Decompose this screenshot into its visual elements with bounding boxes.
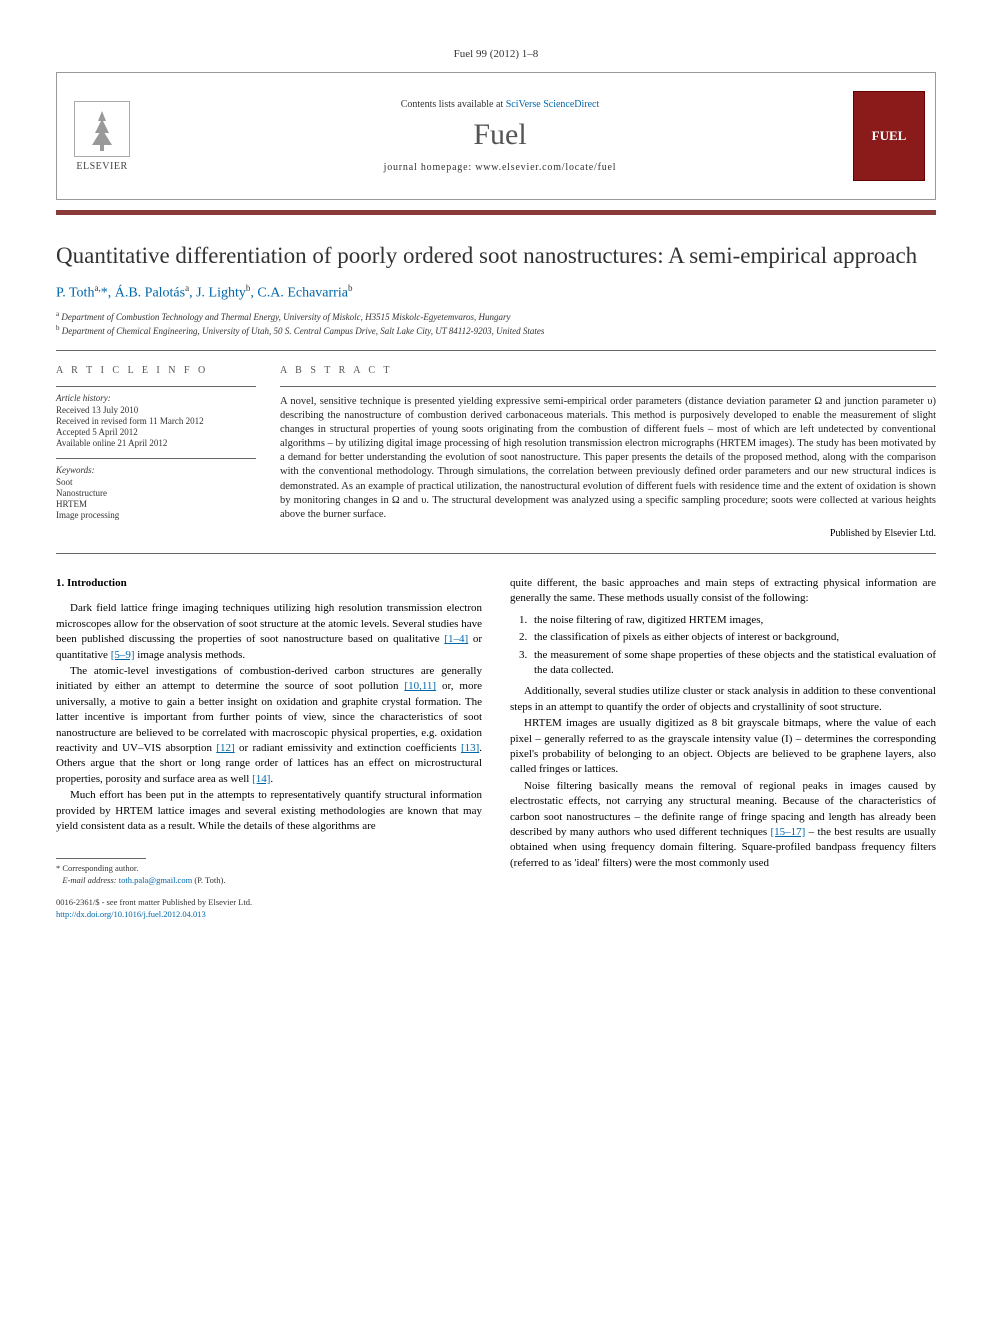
doi-link[interactable]: http://dx.doi.org/10.1016/j.fuel.2012.04… [56,909,206,919]
history-label: Article history: [56,393,256,403]
abstract-heading: A B S T R A C T [280,365,936,376]
paragraph: quite different, the basic approaches an… [510,576,936,607]
list-item: the measurement of some shape properties… [530,648,936,679]
keyword: Soot [56,477,256,487]
citation-link[interactable]: [10,11] [404,680,436,692]
abstract-text: A novel, sensitive technique is presente… [280,395,936,523]
article-info: A R T I C L E I N F O Article history: R… [56,365,256,540]
paragraph: Additionally, several studies utilize cl… [510,684,936,715]
tree-icon [74,101,130,157]
divider [56,386,256,387]
right-column: quite different, the basic approaches an… [510,576,936,921]
article-title: Quantitative differentiation of poorly o… [56,241,936,271]
email-link[interactable]: toth.pala@gmail.com [119,875,192,885]
numbered-list: the noise filtering of raw, digitized HR… [530,613,936,679]
citation-link[interactable]: [15–17] [771,826,806,838]
abstract-publisher: Published by Elsevier Ltd. [280,528,936,539]
contents-pre: Contents lists available at [401,99,506,110]
email-label: E-mail address: [62,875,116,885]
divider-bar [56,210,936,215]
journal-title: Fuel [147,118,853,152]
paragraph: The atomic-level investigations of combu… [56,664,482,787]
corresponding-footnote: * Corresponding author. E-mail address: … [56,863,482,887]
body-columns: 1. Introduction Dark field lattice fring… [56,576,936,921]
paragraph: Noise filtering basically means the remo… [510,779,936,871]
paragraph: Dark field lattice fringe imaging techni… [56,601,482,663]
journal-header: ELSEVIER Contents lists available at Sci… [56,72,936,200]
list-item: the noise filtering of raw, digitized HR… [530,613,936,628]
divider [56,553,936,554]
affiliation-b: b Department of Chemical Engineering, Un… [56,324,936,336]
paragraph: Much effort has been put in the attempts… [56,788,482,834]
front-matter: 0016-2361/$ - see front matter Published… [56,897,252,907]
affiliation-b-text: Department of Chemical Engineering, Univ… [62,326,545,336]
left-column: 1. Introduction Dark field lattice fring… [56,576,482,921]
author-2[interactable]: , Á.B. Palotás [108,286,185,301]
author-list: P. Totha,*, Á.B. Palotása, J. Lightyb, C… [56,283,936,302]
list-item: the classification of pixels as either o… [530,630,936,645]
online-date: Available online 21 April 2012 [56,438,256,448]
keyword: Image processing [56,510,256,520]
journal-homepage: journal homepage: www.elsevier.com/locat… [147,162,853,173]
citation-link[interactable]: [5–9] [111,649,135,661]
citation-link[interactable]: [12] [216,742,234,754]
divider [280,386,936,387]
citation-link[interactable]: [1–4] [444,633,468,645]
info-heading: A R T I C L E I N F O [56,365,256,376]
citation-link[interactable]: [13] [461,742,479,754]
abstract-block: A B S T R A C T A novel, sensitive techn… [280,365,936,540]
section-heading: 1. Introduction [56,576,482,591]
author-3[interactable]: , J. Lighty [189,286,246,301]
running-head: Fuel 99 (2012) 1–8 [56,48,936,60]
affiliation-a: a Department of Combustion Technology an… [56,310,936,322]
revised-date: Received in revised form 11 March 2012 [56,416,256,426]
divider [56,458,256,459]
email-who: (P. Toth). [192,875,225,885]
divider [56,350,936,351]
corresponding-star[interactable]: * [101,286,108,301]
sciencedirect-link[interactable]: SciVerse ScienceDirect [506,99,600,110]
text-run: image analysis methods. [135,649,246,661]
keywords-label: Keywords: [56,465,256,475]
text-run: . [270,773,273,785]
received-date: Received 13 July 2010 [56,405,256,415]
author-4-affil: b [348,283,353,293]
text-run: Dark field lattice fringe imaging techni… [56,602,482,645]
author-4[interactable]: , C.A. Echavarria [250,286,348,301]
keyword: HRTEM [56,499,256,509]
contents-available: Contents lists available at SciVerse Sci… [147,99,853,110]
elsevier-logo: ELSEVIER [57,73,147,199]
text-run: or radiant emissivity and extinction coe… [235,742,461,754]
publisher-name: ELSEVIER [76,161,127,172]
corr-text: Corresponding author. [62,863,138,873]
author-1[interactable]: P. Toth [56,286,94,301]
footnote-divider [56,858,146,859]
citation-link[interactable]: [14] [252,773,270,785]
journal-cover-icon: FUEL [853,91,925,181]
keyword: Nanostructure [56,488,256,498]
accepted-date: Accepted 5 April 2012 [56,427,256,437]
affiliation-a-text: Department of Combustion Technology and … [61,312,510,322]
copyright-line: 0016-2361/$ - see front matter Published… [56,897,482,921]
paragraph: HRTEM images are usually digitized as 8 … [510,716,936,778]
